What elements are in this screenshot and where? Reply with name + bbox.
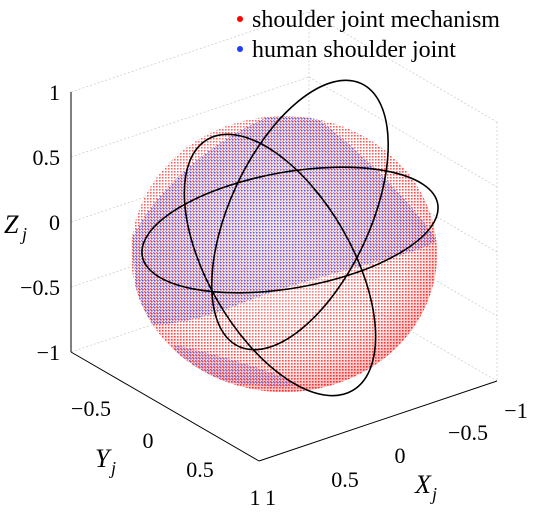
- z-axis-label: Z j: [4, 210, 27, 244]
- y-tick-label: −0.5: [71, 396, 111, 421]
- x-tick-label: 1: [265, 485, 276, 510]
- z-ticks: 1 0.5 0 −0.5 −1: [20, 80, 60, 365]
- legend-marker-red: [237, 16, 243, 22]
- x-axis-label: X j: [414, 470, 437, 504]
- sphere-blue-series: [131, 116, 437, 387]
- svg-text:j: j: [20, 224, 27, 244]
- legend-marker-blue: [237, 46, 243, 52]
- y-ticks: −0.5 0 0.5 1: [71, 396, 260, 510]
- axis-lines: [70, 92, 498, 462]
- y-tick-label: 1: [250, 485, 261, 510]
- x-tick-label: −1: [504, 398, 527, 423]
- y-axis-label: Y j: [95, 444, 116, 478]
- z-tick-label: 0.5: [33, 145, 61, 170]
- svg-text:j: j: [109, 458, 116, 478]
- y-tick-label: 0.5: [186, 457, 214, 482]
- reference-circles: [141, 79, 439, 397]
- x-tick-label: 0.5: [331, 467, 359, 492]
- x-tick-label: −0.5: [448, 420, 488, 445]
- legend: shoulder joint mechanism human shoulder …: [237, 7, 500, 63]
- x-tick-label: 0: [395, 443, 406, 468]
- y-tick-label: 0: [143, 428, 154, 453]
- legend-label: shoulder joint mechanism: [252, 7, 500, 33]
- z-tick-label: 1: [49, 80, 60, 105]
- z-tick-label: 0: [49, 210, 60, 235]
- svg-text:Z: Z: [4, 210, 19, 239]
- legend-label: human shoulder joint: [252, 37, 456, 63]
- svg-text:Y: Y: [95, 444, 112, 473]
- z-tick-label: −0.5: [20, 275, 60, 300]
- z-tick-label: −1: [37, 340, 60, 365]
- svg-text:j: j: [430, 484, 437, 504]
- x-ticks: 1 0.5 0 −0.5 −1: [265, 398, 528, 510]
- svg-text:X: X: [414, 470, 432, 499]
